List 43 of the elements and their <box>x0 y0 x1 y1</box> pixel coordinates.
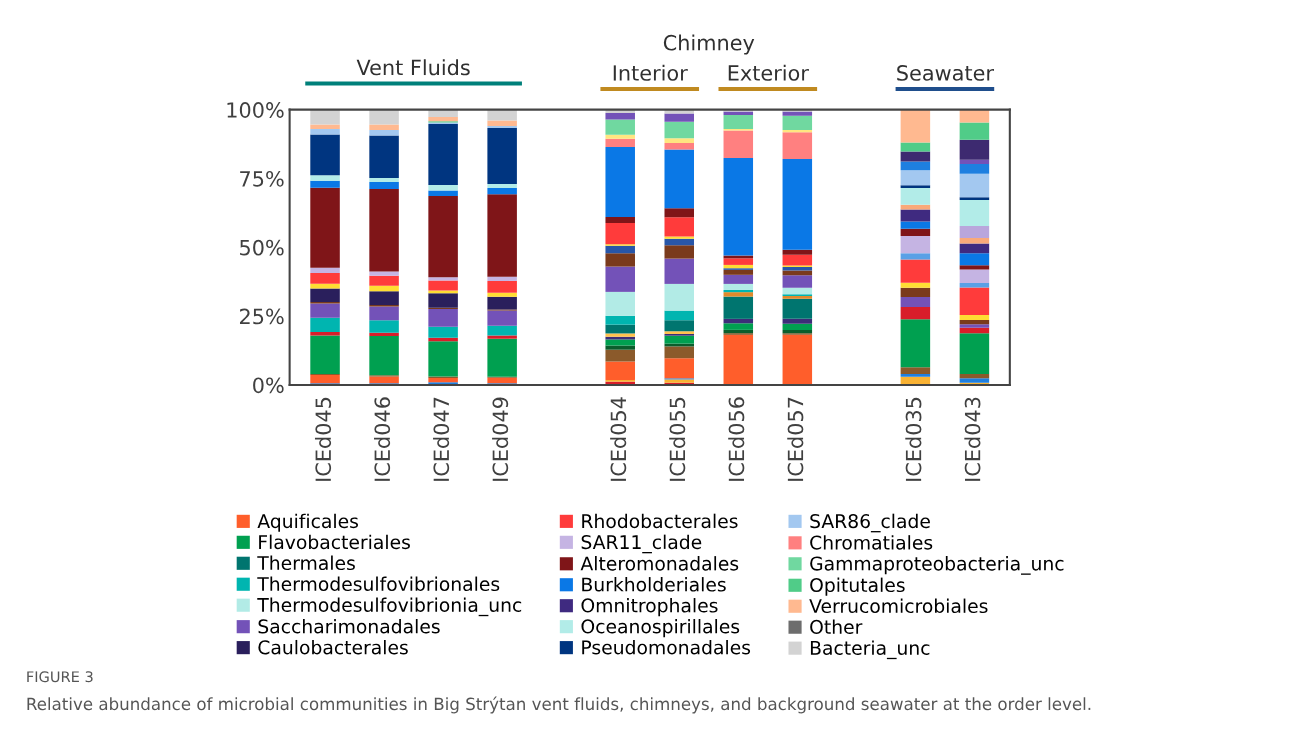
legend-label: Other <box>810 619 863 635</box>
x-tick-label: ICEd045 <box>314 397 332 481</box>
x-tick-label: ICEd043 <box>964 397 981 481</box>
text: Vent Fluids <box>356 59 470 76</box>
caption: FIGURE 3 <box>27 671 93 683</box>
text: Seawater <box>897 65 994 81</box>
x-tick-label: ICEd035 <box>905 397 922 481</box>
text: Exterior <box>728 64 809 81</box>
x-tick-label: ICEd049 <box>492 397 509 481</box>
text: Interior <box>613 64 688 81</box>
text: Relative abundance of microbial communities in Big Strýtan vent fluids, chimneys, and background seawater at the order level. <box>27 696 1091 714</box>
x-tick-label: ICEd046 <box>374 397 391 481</box>
y-tick-label: 50% <box>240 239 284 256</box>
legend-label: Opitutales <box>810 577 905 596</box>
legend-label: Burkholderiales <box>582 577 726 592</box>
x-tick-label: ICEd047 <box>433 397 450 481</box>
legend-label: Bacteria_unc <box>810 640 930 660</box>
legend-label: Saccharimonadales <box>258 618 440 634</box>
y-tick-label: 75% <box>240 170 284 187</box>
legend-label: SAR11_clade <box>581 534 702 554</box>
y-tick-label: 25% <box>239 308 284 325</box>
legend-label: Caulobacterales <box>258 639 408 655</box>
legend-label: Thermales <box>257 555 355 571</box>
legend-label: Aquificales <box>257 513 359 532</box>
legend-label: Chromatiales <box>810 535 933 550</box>
legend-label: Verrucomicrobiales <box>809 598 988 614</box>
legend-label: Alteromonadales <box>580 556 739 571</box>
legend-label: SAR86_clade <box>810 513 930 533</box>
legend-label: Thermodesulfovibrionales <box>257 576 500 592</box>
legend-label: Rhodobacterales <box>582 513 738 529</box>
x-tick-label: ICEd054 <box>610 397 627 481</box>
legend-label: Oceanospirillales <box>581 618 740 638</box>
x-tick-label: ICEd057 <box>787 397 804 481</box>
legend-label: Pseudomonadales <box>582 639 751 655</box>
x-tick-label: ICEd056 <box>728 397 745 481</box>
legend-label: Thermodesulfovibrionia_unc <box>257 597 522 617</box>
y-tick-label: 100% <box>227 102 284 118</box>
legend-label: Gammaproteobacteria_unc <box>810 556 1064 575</box>
legend-label: Flavobacteriales <box>259 534 410 550</box>
text: Chimney <box>663 34 755 55</box>
x-tick-label: ICEd055 <box>669 397 686 481</box>
y-tick-label: 0% <box>253 377 284 394</box>
legend-label: Omnitrophales <box>581 598 718 617</box>
